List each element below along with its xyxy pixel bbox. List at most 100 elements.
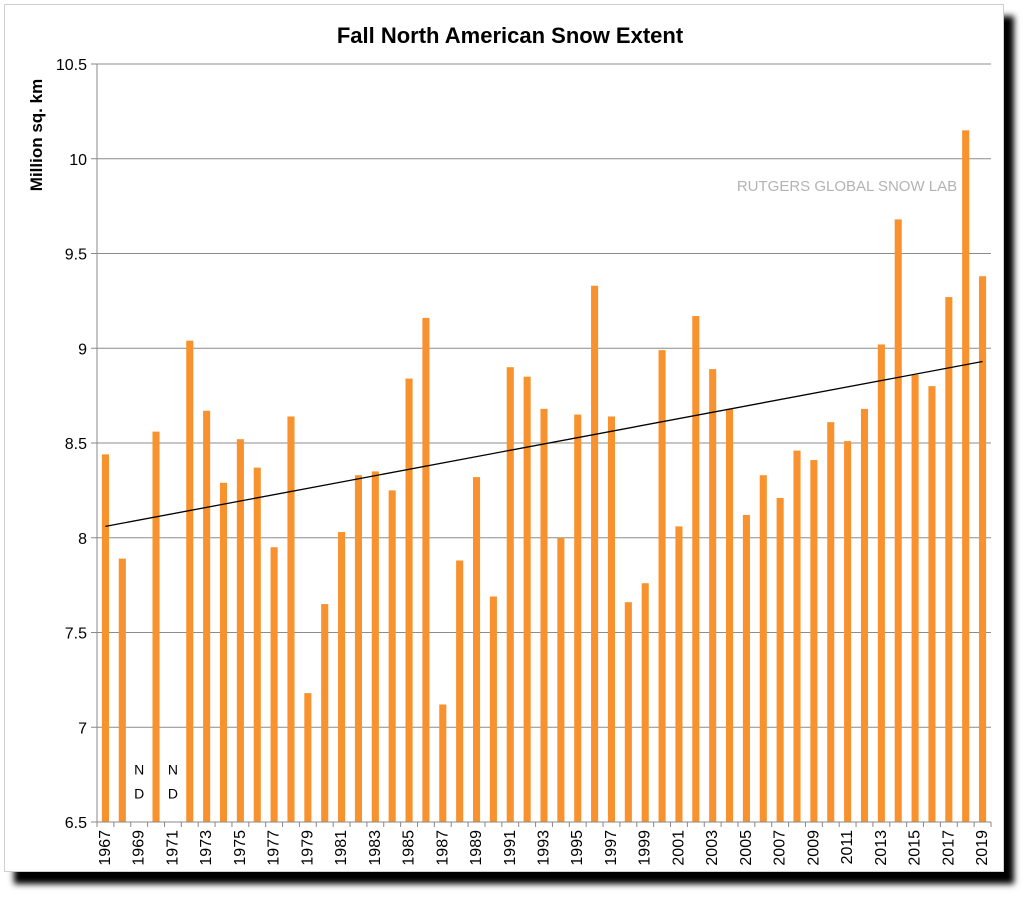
- bar: [810, 460, 818, 822]
- x-tick-label: 2005: [738, 830, 755, 866]
- y-tick-label: 10: [69, 152, 87, 169]
- x-tick-label: 1995: [569, 830, 586, 866]
- y-tick-label: 7: [78, 720, 87, 737]
- bar: [304, 693, 312, 822]
- x-tick-label: 1969: [131, 830, 148, 866]
- bar: [860, 408, 869, 822]
- bars: [101, 130, 987, 823]
- bar: [540, 408, 548, 822]
- bar: [371, 471, 379, 822]
- bar: [152, 431, 160, 822]
- bar: [101, 454, 109, 822]
- bar: [236, 439, 244, 822]
- x-tick-label: 1975: [232, 830, 249, 866]
- bar: [422, 317, 430, 822]
- bar: [591, 285, 599, 823]
- no-data-label: N: [168, 762, 178, 778]
- x-tick-label: 2017: [940, 830, 957, 866]
- x-tick-label: 1979: [299, 830, 316, 866]
- y-tick-label: 8: [78, 531, 87, 548]
- x-tick-label: 1977: [266, 830, 283, 866]
- bar: [456, 560, 464, 822]
- x-tick-label: 2007: [772, 830, 789, 866]
- bar: [726, 408, 734, 822]
- bar: [354, 475, 362, 822]
- y-tick-label: 6.5: [65, 815, 87, 832]
- bar: [979, 276, 987, 822]
- bar: [692, 316, 700, 822]
- chart-title: Fall North American Snow Extent: [337, 23, 684, 48]
- bar: [962, 130, 970, 822]
- bar: [844, 441, 852, 822]
- bar: [287, 416, 295, 822]
- bar: [405, 378, 413, 822]
- bar: [321, 604, 329, 822]
- y-tick-label: 8.5: [65, 436, 87, 453]
- no-data-label: D: [134, 786, 144, 802]
- bar: [118, 558, 126, 822]
- x-tick-label: 1993: [536, 830, 553, 866]
- bar: [894, 219, 902, 822]
- bar: [877, 344, 885, 822]
- x-tick-label: 2019: [974, 830, 991, 866]
- bar: [523, 376, 531, 822]
- x-tick-label: 1997: [603, 830, 620, 866]
- watermark-text: RUTGERS GLOBAL SNOW LAB: [737, 178, 957, 195]
- x-tick-label: 1987: [434, 830, 451, 866]
- x-tick-label: 2009: [805, 830, 822, 866]
- chart-frame: Fall North American Snow Extent Million …: [4, 4, 1004, 872]
- bar: [388, 490, 396, 822]
- bar: [793, 450, 801, 822]
- x-tick-label: 2001: [670, 830, 687, 866]
- bar: [911, 374, 919, 822]
- x-tick-label: 1991: [502, 830, 519, 866]
- x-tick-label: 1985: [401, 830, 418, 866]
- x-tick-label: 1973: [198, 830, 215, 866]
- bar: [641, 583, 649, 822]
- bar: [776, 497, 784, 822]
- x-tick-label: 1983: [367, 830, 384, 866]
- bar: [203, 410, 211, 822]
- bar: [759, 475, 767, 822]
- bar: [439, 704, 447, 822]
- x-tick-label: 2013: [873, 830, 890, 866]
- bar: [624, 602, 632, 822]
- y-tick-label: 7.5: [65, 626, 87, 643]
- no-data-label: D: [168, 786, 178, 802]
- trend-line: [105, 360, 983, 528]
- no-data-label: N: [134, 762, 144, 778]
- bar: [270, 547, 278, 822]
- bar: [945, 297, 953, 823]
- bar: [506, 367, 514, 822]
- x-tick-label: 1967: [97, 830, 114, 866]
- y-tick-label: 9.5: [65, 247, 87, 264]
- y-tick-label: 9: [78, 341, 87, 358]
- bar: [607, 416, 616, 822]
- bar: [338, 532, 346, 822]
- bar: [928, 386, 936, 822]
- bar: [658, 350, 666, 822]
- x-tick-label: 1981: [333, 830, 350, 866]
- x-tick-label: 2011: [839, 830, 856, 865]
- bar: [472, 477, 481, 822]
- bar: [827, 422, 835, 822]
- x-tick-label: 1989: [468, 830, 485, 866]
- bar: [557, 537, 565, 822]
- bar: [219, 482, 228, 822]
- bar: [742, 515, 750, 822]
- bar: [253, 467, 261, 822]
- bar-chart: Fall North American Snow Extent Million …: [27, 23, 992, 866]
- x-tick-label: 2015: [907, 830, 924, 866]
- y-axis-ticks: 6.5 7 7.5 8 8.5 9 9.5 10 10.5: [56, 57, 97, 832]
- y-tick-label: 10.5: [56, 57, 87, 74]
- bar: [675, 526, 683, 822]
- x-axis-ticks: 1967 1969 1971 1973 1975 1977 1979 1981 1983 1985…: [96, 822, 992, 866]
- x-tick-label: 1971: [164, 830, 181, 866]
- bar: [709, 369, 717, 822]
- bar: [574, 414, 582, 822]
- y-axis-label: Million sq. km: [27, 79, 46, 191]
- bar: [489, 596, 497, 822]
- bar: [186, 340, 194, 822]
- x-tick-label: 2003: [704, 830, 721, 866]
